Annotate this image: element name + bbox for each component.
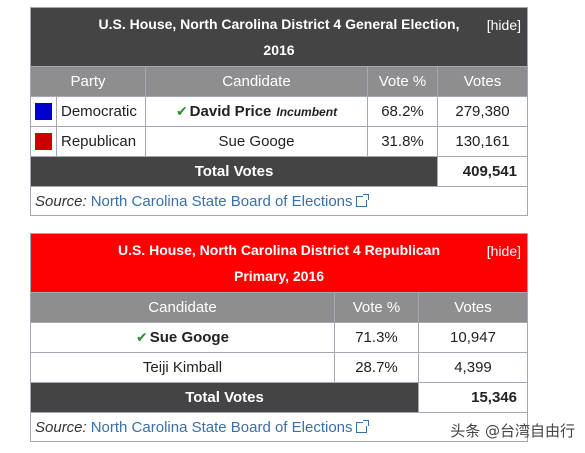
candidate-cell: ✔ Sue Googe	[31, 322, 335, 352]
table-row: Republican Sue Googe 31.8% 130,161	[31, 126, 527, 156]
party-color-cell	[31, 126, 57, 156]
table-row: ✔ Sue Googe 71.3% 10,947	[31, 322, 527, 352]
total-votes: 409,541	[438, 156, 527, 186]
general-election-title-text: U.S. House, North Carolina District 4 Ge…	[98, 16, 460, 58]
external-link-icon	[355, 419, 369, 433]
external-link-icon	[355, 193, 369, 207]
incumbent-label: Incumbent	[276, 104, 338, 119]
candidate-name: David Price	[189, 103, 272, 120]
general-election-title: U.S. House, North Carolina District 4 Ge…	[31, 8, 527, 66]
total-label: Total Votes	[31, 382, 419, 412]
votes: 130,161	[438, 126, 527, 156]
general-header-row: Party Candidate Vote % Votes	[31, 66, 527, 96]
vote-pct: 31.8%	[368, 126, 438, 156]
republican-color-swatch	[35, 133, 52, 150]
primary-election-title-text: U.S. House, North Carolina District 4 Re…	[117, 242, 441, 284]
votes: 4,399	[419, 352, 527, 382]
candidate-cell: ✔ David Price Incumbent	[146, 96, 368, 126]
vote-pct: 68.2%	[368, 96, 438, 126]
primary-election-table: U.S. House, North Carolina District 4 Re…	[30, 233, 528, 442]
primary-election-title: U.S. House, North Carolina District 4 Re…	[31, 234, 527, 292]
header-votes: Votes	[419, 292, 527, 322]
total-row: Total Votes 409,541	[31, 156, 527, 186]
table-row: Democratic ✔ David Price Incumbent 68.2%…	[31, 96, 527, 126]
header-vote-pct: Vote %	[368, 66, 438, 96]
checkmark-icon: ✔	[136, 329, 148, 345]
votes: 279,380	[438, 96, 527, 126]
candidate-name: Sue Googe	[146, 126, 368, 156]
header-votes: Votes	[438, 66, 527, 96]
total-row: Total Votes 15,346	[31, 382, 527, 412]
candidate-name: Teiji Kimball	[31, 352, 335, 382]
vote-pct: 71.3%	[335, 322, 419, 352]
source-link[interactable]: North Carolina State Board of Elections	[90, 192, 353, 210]
header-candidate: Candidate	[31, 292, 335, 322]
checkmark-icon: ✔	[175, 103, 188, 119]
party-color-cell	[31, 96, 57, 126]
source-link[interactable]: North Carolina State Board of Elections	[90, 418, 353, 436]
source-row: Source: North Carolina State Board of El…	[31, 186, 527, 215]
source-label: Source:	[35, 192, 87, 210]
watermark-text: 头条 @台湾自由行	[450, 422, 575, 440]
candidate-name: Sue Googe	[149, 329, 229, 346]
total-label: Total Votes	[31, 156, 438, 186]
header-candidate: Candidate	[146, 66, 368, 96]
general-election-table: U.S. House, North Carolina District 4 Ge…	[30, 7, 528, 216]
primary-header-row: Candidate Vote % Votes	[31, 292, 527, 322]
header-party: Party	[31, 66, 146, 96]
primary-hide-link[interactable]: [hide]	[486, 243, 521, 259]
total-votes: 15,346	[419, 382, 527, 412]
header-vote-pct: Vote %	[335, 292, 419, 322]
democratic-color-swatch	[35, 103, 52, 120]
party-name: Republican	[57, 126, 146, 156]
source-row: Source: North Carolina State Board of El…	[31, 412, 527, 441]
table-row: Teiji Kimball 28.7% 4,399	[31, 352, 527, 382]
party-name: Democratic	[57, 96, 146, 126]
vote-pct: 28.7%	[335, 352, 419, 382]
source-label: Source:	[35, 418, 87, 436]
votes: 10,947	[419, 322, 527, 352]
general-hide-link[interactable]: [hide]	[486, 17, 521, 33]
